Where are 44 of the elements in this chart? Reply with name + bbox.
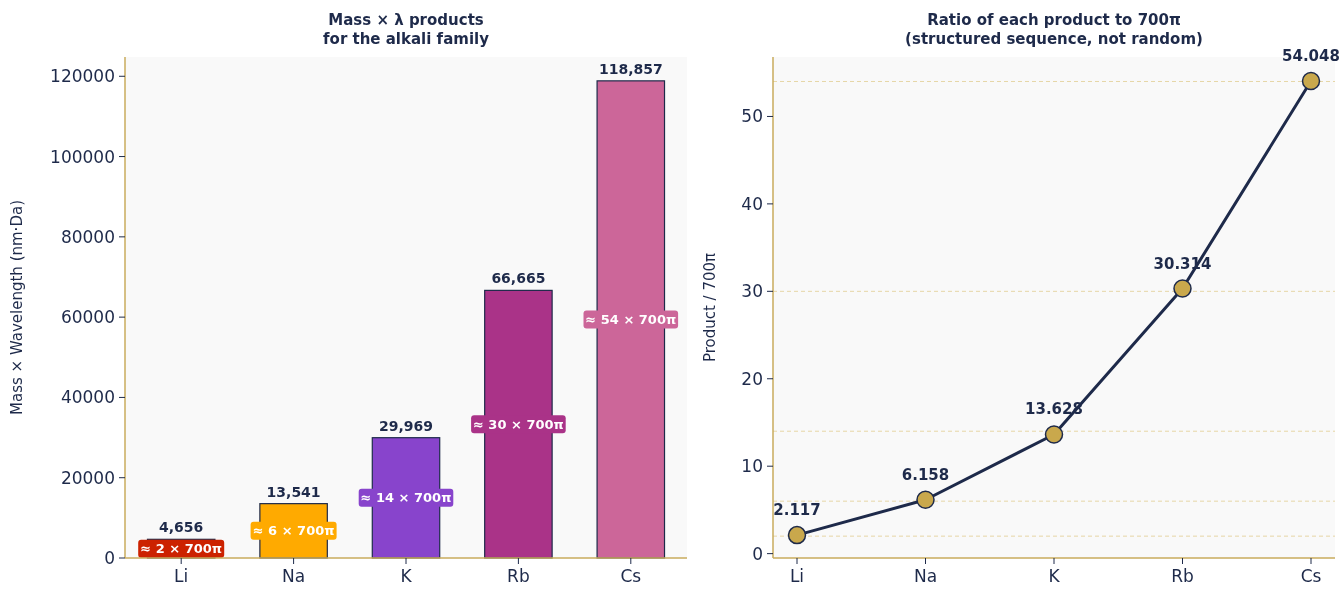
x-tick-label: Cs [620,566,642,586]
x-tick-label: Rb [507,566,530,586]
x-tick-label: Na [282,566,306,586]
data-label: 66,665 [491,270,546,287]
y-tick-label: 120000 [50,66,115,87]
data-label: 13,541 [266,483,321,500]
x-tick-label: Rb [1171,566,1194,586]
point [1173,279,1192,298]
data-label: 54.048 [1282,47,1340,66]
data-label: 29,969 [378,417,434,434]
chart-title: Ratio of each product to 700π (structured sequence, not random) [905,11,1203,48]
x-tick-label: K [1048,566,1061,586]
annotation: ≈ 14 × 700π [360,490,452,506]
y-tick-label: 30 [741,281,763,302]
y-tick-label: 10 [741,456,763,477]
y-tick-label: 20 [741,368,763,389]
data-label: 6.158 [901,465,950,484]
chart-title: Mass × λ products for the alkali family [323,11,490,48]
data-label: 118,857 [598,60,663,77]
y-tick-label: 40 [741,193,763,214]
y-tick-label: 0 [752,543,763,564]
data-label: 2.117 [773,501,821,520]
annotation: ≈ 30 × 700π [472,416,564,432]
point [1044,425,1064,444]
y-tick-label: 50 [741,106,763,127]
annotation: ≈ 54 × 700π [585,311,677,327]
x-tick-label: K [400,566,413,586]
y-axis-title: Product / 700π [701,252,719,363]
x-tick-label: Li [174,566,189,586]
y-axis-title: Mass × Wavelength (nm·Da) [8,200,26,415]
y-tick-label: 80000 [60,226,115,247]
annotation: ≈ 6 × 700π [252,523,335,539]
y-tick-label: 40000 [60,387,115,408]
y-tick-label: 20000 [60,467,115,488]
data-label: 4,656 [159,519,204,536]
point [1301,71,1321,91]
y-tick-label: 0 [104,547,115,568]
x-tick-label: Na [913,566,938,586]
x-tick-label: Cs [1300,566,1322,586]
y-tick-label: 100000 [50,146,115,167]
point [787,525,807,545]
x-tick-label: Li [789,566,805,586]
point [916,490,935,510]
y-tick-label: 60000 [60,307,115,328]
